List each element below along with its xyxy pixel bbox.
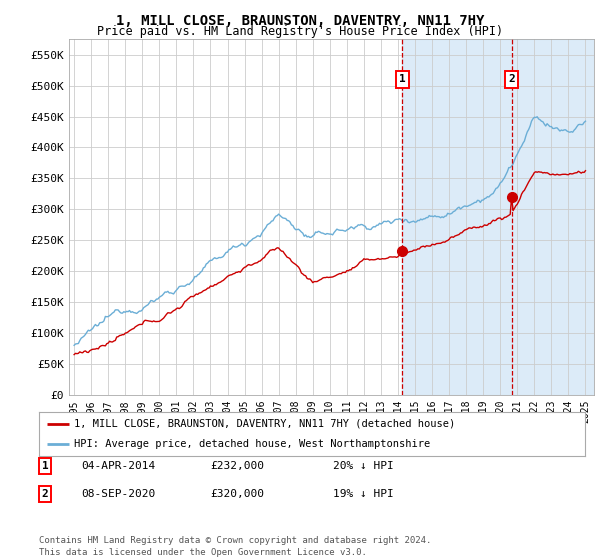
Text: 1: 1 <box>41 461 49 471</box>
Text: £320,000: £320,000 <box>210 489 264 499</box>
Text: 1, MILL CLOSE, BRAUNSTON, DAVENTRY, NN11 7HY (detached house): 1, MILL CLOSE, BRAUNSTON, DAVENTRY, NN11… <box>74 419 456 429</box>
Text: 2: 2 <box>508 74 515 85</box>
Text: 19% ↓ HPI: 19% ↓ HPI <box>333 489 394 499</box>
Text: Contains HM Land Registry data © Crown copyright and database right 2024.
This d: Contains HM Land Registry data © Crown c… <box>39 536 431 557</box>
Text: 08-SEP-2020: 08-SEP-2020 <box>81 489 155 499</box>
Text: 2: 2 <box>41 489 49 499</box>
Text: 04-APR-2014: 04-APR-2014 <box>81 461 155 471</box>
Text: £232,000: £232,000 <box>210 461 264 471</box>
Text: 1: 1 <box>399 74 406 85</box>
Text: 1, MILL CLOSE, BRAUNSTON, DAVENTRY, NN11 7HY: 1, MILL CLOSE, BRAUNSTON, DAVENTRY, NN11… <box>116 14 484 28</box>
Text: 20% ↓ HPI: 20% ↓ HPI <box>333 461 394 471</box>
Bar <box>402 39 594 395</box>
Text: Price paid vs. HM Land Registry's House Price Index (HPI): Price paid vs. HM Land Registry's House … <box>97 25 503 38</box>
Text: HPI: Average price, detached house, West Northamptonshire: HPI: Average price, detached house, West… <box>74 439 431 449</box>
